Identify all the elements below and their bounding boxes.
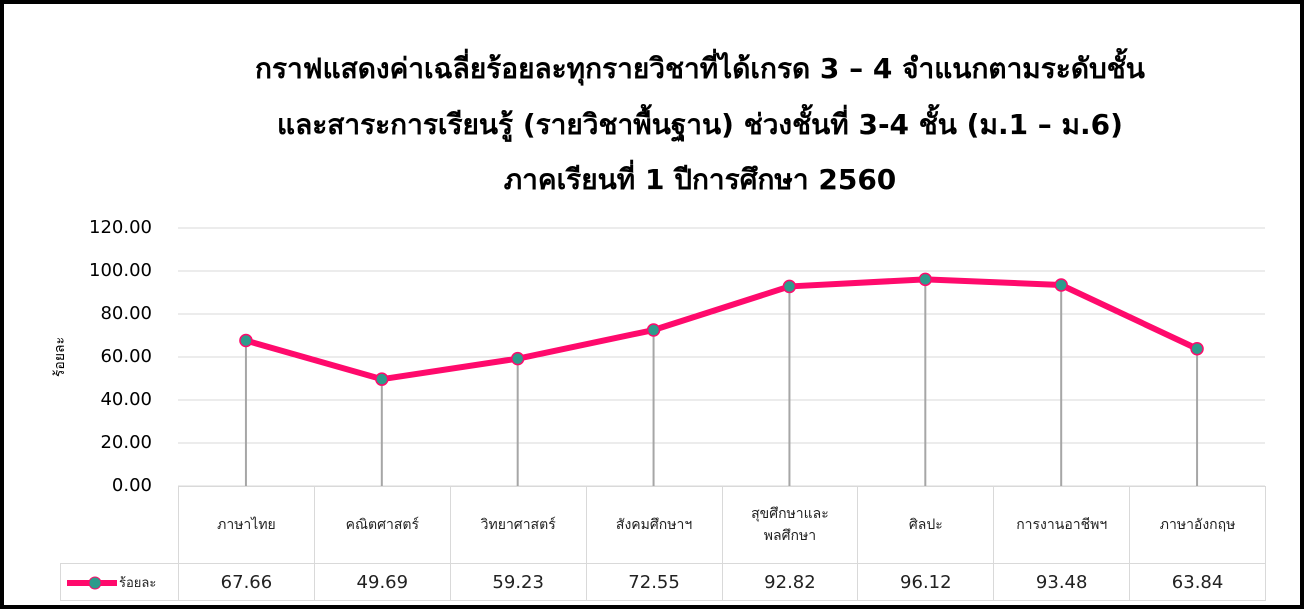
value-label: 72.55	[585, 563, 723, 601]
y-tick-label: 40.00	[100, 389, 152, 410]
category-label: ภาษาไทย	[178, 486, 315, 564]
value-label: 63.84	[1129, 563, 1266, 601]
y-tick-label: 80.00	[100, 303, 152, 324]
marker	[918, 272, 933, 287]
y-axis-label: ร้อยละ	[52, 337, 68, 377]
category-label: ภาษาอังกฤษ	[1129, 486, 1266, 564]
y-tick-label: 100.00	[89, 260, 152, 281]
category-label: ศิลปะ	[857, 486, 995, 564]
category-label: สุขศึกษาและพลศึกษา	[721, 486, 859, 564]
value-label: 67.66	[178, 563, 315, 601]
value-label: 93.48	[993, 563, 1131, 601]
marker	[782, 279, 797, 294]
marker	[375, 372, 389, 386]
table-corner	[60, 486, 179, 564]
marker	[1054, 278, 1068, 292]
marker	[1190, 341, 1204, 356]
data-table: ภาษาไทย คณิตศาสตร์ วิทยาศาสตร์ สังคมศึกษาฯส…	[60, 486, 1266, 601]
chart-title: และสาระการเรียนรู้ (รายวิชาพื้นฐาน) ช่วง…	[277, 103, 1123, 143]
marker	[239, 333, 253, 348]
legend-label: ร้อยละ	[119, 575, 157, 591]
value-label: 59.23	[449, 563, 587, 601]
chart-title: กราฟแสดงค่าเฉลี่ยร้อยละทุกรายวิชาที่ได้เ…	[255, 47, 1145, 86]
legend-cell: ร้อยละ	[60, 563, 179, 601]
value-label: 92.82	[721, 563, 859, 601]
y-tick-label: 120.00	[89, 217, 152, 238]
y-tick-label: 20.00	[100, 432, 152, 453]
legend-marker	[88, 576, 102, 590]
value-label: 96.12	[857, 563, 995, 601]
category-label: สังคมศึกษาฯ	[585, 486, 723, 564]
legend-symbol	[67, 576, 117, 590]
marker	[510, 351, 525, 366]
category-label: วิทยาศาสตร์	[449, 486, 587, 564]
value-label: 49.69	[313, 563, 451, 601]
marker	[646, 323, 661, 337]
series-line	[245, 276, 1199, 383]
chart-title: ภาคเรียนที่ 1 ปีการศึกษา 2560	[504, 159, 897, 196]
category-label: คณิตศาสตร์	[313, 486, 451, 564]
category-label: การงานอาชีพฯ	[993, 486, 1131, 564]
y-tick-label: 60.00	[100, 346, 152, 367]
